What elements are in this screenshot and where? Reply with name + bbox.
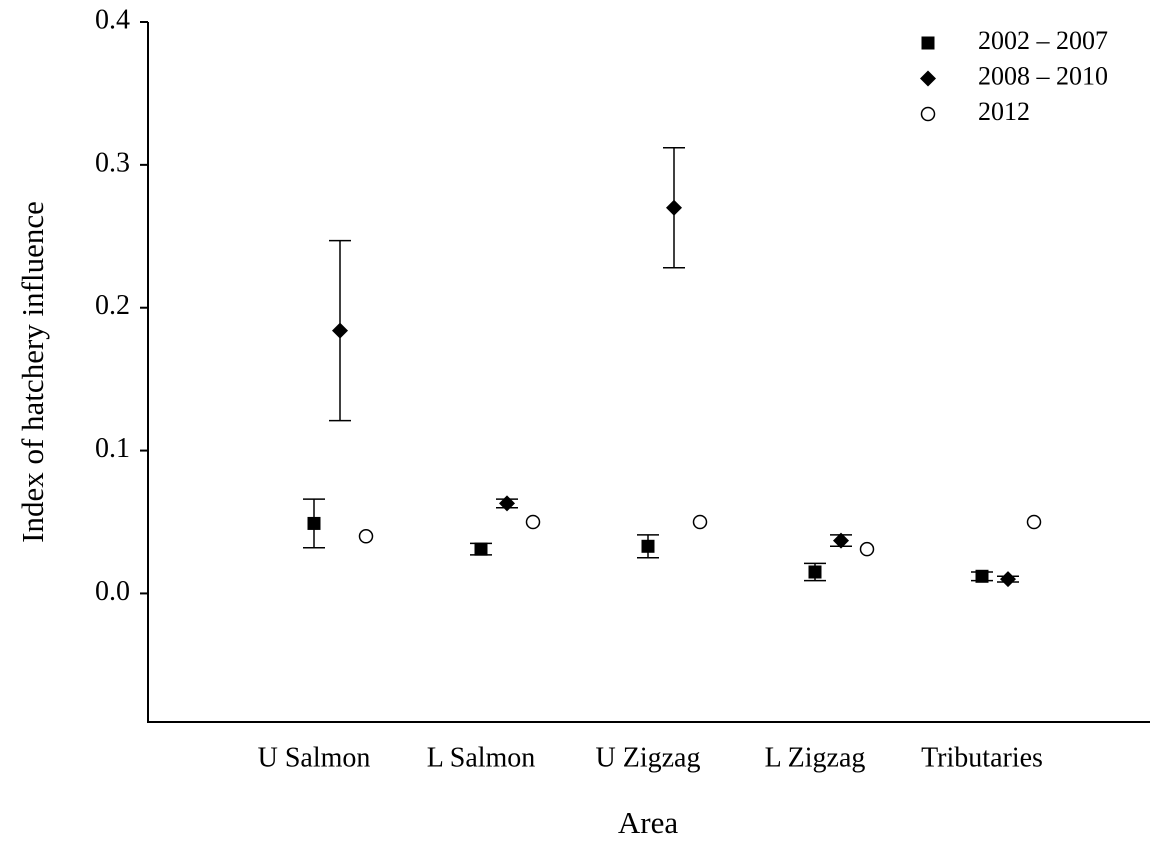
- x-tick-label: L Zigzag: [765, 742, 866, 773]
- data-point: [1000, 571, 1016, 588]
- legend-label: 2008 – 2010: [978, 61, 1108, 90]
- data-point: [833, 532, 849, 549]
- legend-label: 2012: [978, 97, 1030, 126]
- data-point: [307, 516, 321, 530]
- data-point: [859, 541, 875, 557]
- y-tick-label: 0.0: [95, 576, 130, 607]
- x-tick-label: Tributaries: [921, 742, 1043, 773]
- data-point: [641, 539, 655, 553]
- x-tick-label: U Salmon: [258, 742, 371, 773]
- data-point: [525, 514, 541, 530]
- data-point: [975, 569, 989, 583]
- x-axis-title: Area: [618, 805, 678, 840]
- x-tick-label: U Zigzag: [596, 742, 701, 773]
- data-point: [332, 322, 348, 339]
- legend-marker: [920, 106, 936, 122]
- data-point: [808, 565, 822, 579]
- y-tick-label: 0.1: [95, 433, 130, 464]
- legend-label: 2002 – 2007: [978, 26, 1108, 55]
- data-point: [692, 514, 708, 530]
- y-axis-title: Index of hatchery influence: [15, 201, 50, 543]
- data-point: [499, 495, 515, 512]
- y-tick-label: 0.2: [95, 290, 130, 321]
- data-point: [666, 199, 682, 216]
- legend-marker: [920, 70, 936, 87]
- data-point: [474, 542, 488, 556]
- legend-marker: [921, 36, 935, 50]
- y-tick-label: 0.3: [95, 147, 130, 178]
- y-tick-label: 0.4: [95, 4, 130, 35]
- data-point: [1026, 514, 1042, 530]
- data-point: [358, 529, 374, 544]
- x-tick-label: L Salmon: [427, 742, 536, 773]
